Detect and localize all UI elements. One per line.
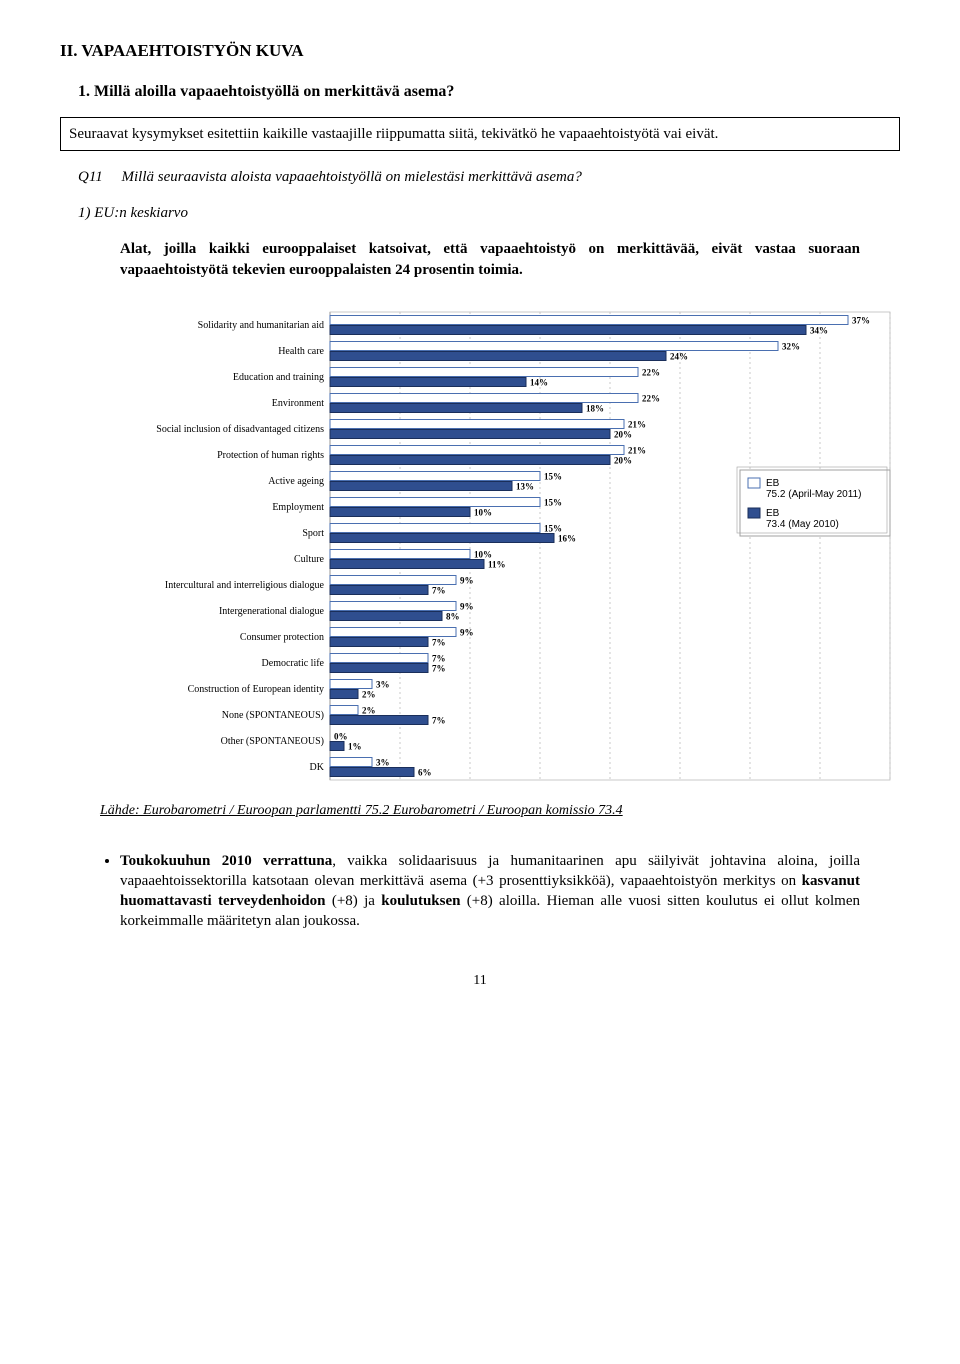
svg-text:Active ageing: Active ageing: [268, 476, 324, 487]
svg-text:Social inclusion of disadvanta: Social inclusion of disadvantaged citize…: [156, 424, 324, 435]
svg-text:None (SPONTANEOUS): None (SPONTANEOUS): [222, 710, 324, 721]
svg-text:24%: 24%: [670, 351, 688, 361]
bullet-text: Toukokuuhun 2010 verrattuna, vaikka soli…: [120, 853, 860, 930]
svg-text:Employment: Employment: [272, 502, 324, 513]
svg-text:1%: 1%: [348, 741, 362, 751]
svg-text:7%: 7%: [432, 637, 446, 647]
bullet-list: Toukokuuhun 2010 verrattuna, vaikka soli…: [100, 851, 860, 932]
boxed-intro: Seuraavat kysymykset esitettiin kaikille…: [60, 117, 900, 151]
svg-text:7%: 7%: [432, 663, 446, 673]
svg-text:8%: 8%: [446, 611, 460, 621]
svg-text:16%: 16%: [558, 533, 576, 543]
svg-text:20%: 20%: [614, 455, 632, 465]
svg-text:EB: EB: [766, 478, 780, 489]
section-title: II. VAPAAEHTOISTYÖN KUVA: [60, 40, 900, 63]
svg-text:15%: 15%: [544, 497, 562, 507]
svg-text:10%: 10%: [474, 549, 492, 559]
svg-text:Intercultural and interreligio: Intercultural and interreligious dialogu…: [165, 580, 325, 591]
svg-text:11%: 11%: [488, 559, 506, 569]
svg-text:7%: 7%: [432, 653, 446, 663]
svg-text:Construction of European ident: Construction of European identity: [188, 684, 324, 695]
subsection-title: 1. Millä aloilla vapaaehtoistyöllä on me…: [78, 81, 900, 103]
svg-text:3%: 3%: [376, 679, 390, 689]
svg-text:7%: 7%: [432, 715, 446, 725]
subheading: 1) EU:n keskiarvo: [78, 203, 900, 223]
svg-text:Democratic life: Democratic life: [262, 658, 325, 669]
svg-text:20%: 20%: [614, 429, 632, 439]
svg-text:2%: 2%: [362, 705, 376, 715]
svg-text:13%: 13%: [516, 481, 534, 491]
svg-text:15%: 15%: [544, 471, 562, 481]
svg-text:EB: EB: [766, 508, 780, 519]
question-line: Q11 Millä seuraavista aloista vapaaehtoi…: [78, 167, 900, 187]
svg-text:32%: 32%: [782, 341, 800, 351]
svg-text:21%: 21%: [628, 419, 646, 429]
bar-chart: Solidarity and humanitarian aid 37% 34% Hea…: [100, 306, 950, 786]
svg-text:Other (SPONTANEOUS): Other (SPONTANEOUS): [221, 736, 324, 747]
svg-text:7%: 7%: [432, 585, 446, 595]
svg-text:Solidarity and humanitarian ai: Solidarity and humanitarian aid: [198, 320, 324, 331]
svg-text:2%: 2%: [362, 689, 376, 699]
svg-text:73.4 (May 2010): 73.4 (May 2010): [766, 519, 839, 530]
svg-text:Environment: Environment: [272, 398, 324, 409]
svg-text:6%: 6%: [418, 767, 432, 777]
svg-text:37%: 37%: [852, 315, 870, 325]
source-text: Lähde: Eurobarometri / Euroopan parlamen…: [100, 803, 623, 818]
svg-text:DK: DK: [310, 762, 325, 773]
bullet-item: Toukokuuhun 2010 verrattuna, vaikka soli…: [120, 851, 860, 932]
bold-summary: Alat, joilla kaikki eurooppalaiset katso…: [120, 239, 860, 280]
svg-text:15%: 15%: [544, 523, 562, 533]
svg-text:14%: 14%: [530, 377, 548, 387]
source-line: Lähde: Eurobarometri / Euroopan parlamen…: [100, 802, 900, 821]
svg-text:Education and training: Education and training: [233, 372, 324, 383]
svg-text:34%: 34%: [810, 325, 828, 335]
svg-text:9%: 9%: [460, 627, 474, 637]
svg-text:3%: 3%: [376, 757, 390, 767]
svg-text:9%: 9%: [460, 601, 474, 611]
svg-text:Health care: Health care: [278, 346, 324, 357]
question-text: Millä seuraavista aloista vapaaehtoistyö…: [121, 169, 581, 185]
svg-text:Sport: Sport: [302, 528, 324, 539]
svg-text:Consumer protection: Consumer protection: [240, 632, 324, 643]
svg-text:Protection of human rights: Protection of human rights: [217, 450, 324, 461]
svg-text:21%: 21%: [628, 445, 646, 455]
svg-text:22%: 22%: [642, 367, 660, 377]
chart-container: Solidarity and humanitarian aid 37% 34% Hea…: [100, 306, 900, 786]
svg-text:0%: 0%: [334, 731, 348, 741]
svg-text:18%: 18%: [586, 403, 604, 413]
page-number: 11: [60, 972, 900, 991]
svg-text:75.2 (April-May 2011): 75.2 (April-May 2011): [766, 489, 861, 500]
svg-text:9%: 9%: [460, 575, 474, 585]
svg-text:Intergenerational dialogue: Intergenerational dialogue: [219, 606, 325, 617]
question-label: Q11: [78, 169, 103, 185]
svg-text:Culture: Culture: [294, 554, 325, 565]
svg-text:10%: 10%: [474, 507, 492, 517]
svg-text:22%: 22%: [642, 393, 660, 403]
